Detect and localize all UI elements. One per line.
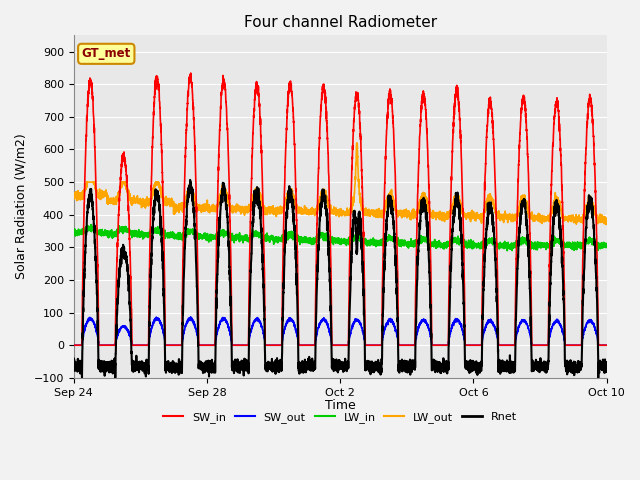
Line: Rnet: Rnet	[74, 180, 640, 378]
Legend: SW_in, SW_out, LW_in, LW_out, Rnet: SW_in, SW_out, LW_in, LW_out, Rnet	[159, 407, 522, 427]
SW_out	[122, 325, 129, 331]
Rnet	[475, 362, 483, 368]
LW_out	[122, 180, 129, 185]
LW_out	[602, 222, 610, 228]
SW_out	[475, 342, 483, 348]
LW_in	[632, 248, 640, 254]
LW_out	[160, 199, 168, 205]
LW_in	[418, 234, 426, 240]
LW_out	[412, 211, 419, 217]
Line: LW_in: LW_in	[74, 225, 640, 251]
LW_out	[70, 190, 77, 196]
SW_in	[636, 342, 640, 348]
LW_in	[188, 228, 196, 234]
LW_in	[636, 244, 640, 250]
SW_in	[412, 290, 419, 296]
Title: Four channel Radiometer: Four channel Radiometer	[244, 15, 436, 30]
LW_out	[353, 140, 360, 146]
SW_in	[70, 342, 77, 348]
SW_out	[188, 316, 196, 322]
LW_in	[87, 222, 95, 228]
LW_in	[160, 230, 168, 236]
Rnet	[122, 252, 129, 257]
Rnet	[70, 356, 77, 361]
SW_in	[160, 239, 168, 245]
Rnet	[78, 375, 86, 381]
Rnet	[186, 177, 194, 183]
LW_in	[412, 240, 419, 246]
LW_in	[474, 240, 482, 246]
Line: SW_out: SW_out	[74, 317, 640, 346]
LW_out	[188, 189, 195, 195]
Rnet	[188, 192, 196, 198]
LW_in	[122, 225, 129, 231]
Rnet	[160, 301, 168, 307]
SW_out	[412, 336, 420, 342]
LW_out	[636, 215, 640, 221]
Line: SW_in: SW_in	[74, 73, 640, 345]
X-axis label: Time: Time	[324, 399, 355, 412]
SW_in	[122, 158, 129, 164]
LW_in	[70, 229, 77, 235]
Y-axis label: Solar Radiation (W/m2): Solar Radiation (W/m2)	[15, 134, 28, 279]
SW_out	[178, 343, 186, 348]
SW_in	[474, 342, 482, 348]
SW_out	[636, 342, 640, 348]
SW_out	[70, 342, 77, 348]
Rnet	[636, 366, 640, 372]
SW_out	[187, 314, 195, 320]
SW_out	[418, 318, 426, 324]
SW_in	[418, 98, 426, 104]
SW_in	[187, 70, 195, 76]
LW_out	[474, 212, 482, 218]
SW_out	[160, 332, 168, 337]
Text: GT_met: GT_met	[82, 48, 131, 60]
Line: LW_out: LW_out	[74, 143, 640, 225]
LW_out	[418, 196, 426, 202]
Rnet	[412, 331, 420, 336]
Rnet	[418, 205, 426, 211]
SW_in	[188, 84, 196, 90]
